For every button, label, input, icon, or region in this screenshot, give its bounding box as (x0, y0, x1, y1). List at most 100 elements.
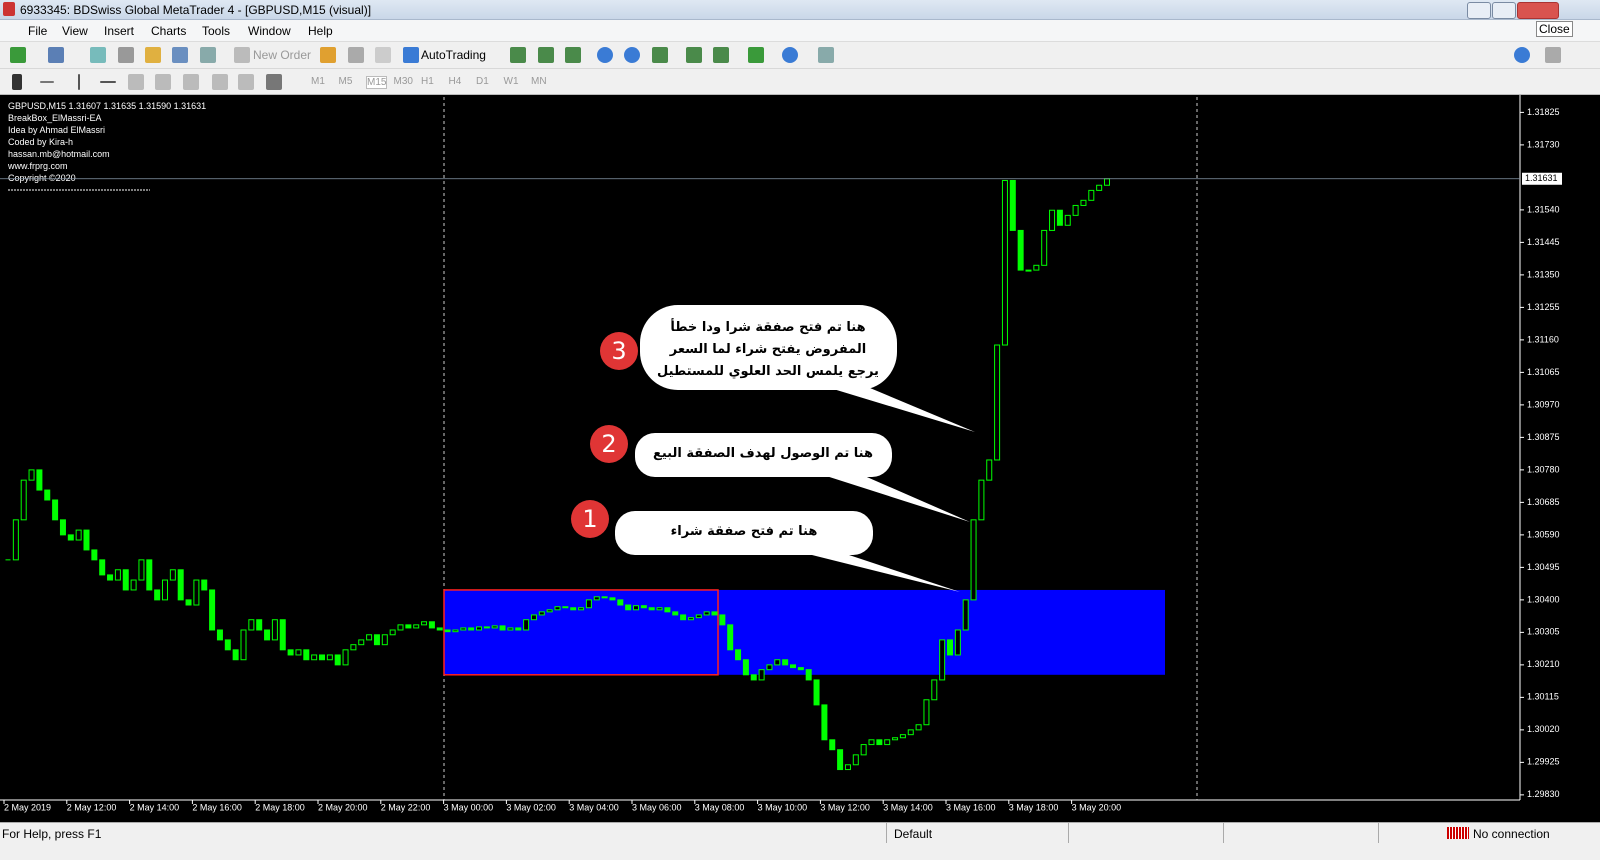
timeframe-button[interactable]: W1 (503, 76, 519, 87)
menu-item[interactable]: Window (248, 24, 291, 38)
label-icon[interactable] (238, 74, 254, 90)
status-bar: For Help, press F1 Default No connection (0, 822, 1600, 860)
candle-body (476, 626, 482, 631)
cursor-icon[interactable] (12, 74, 22, 90)
search-icon[interactable] (1514, 47, 1530, 63)
menu-item[interactable]: Charts (151, 24, 187, 38)
hline-icon[interactable] (100, 81, 116, 83)
y-tick-label: 1.30400 (1527, 594, 1560, 604)
candle-body (774, 659, 781, 666)
bar-chart-icon[interactable] (510, 47, 526, 63)
timeframe-button[interactable]: M15 (366, 76, 388, 89)
timeframe-button[interactable]: M1 (311, 76, 325, 87)
x-tick-label: 3 May 06:00 (632, 802, 682, 812)
candle-body (664, 607, 671, 613)
new-order-icon[interactable] (234, 47, 250, 63)
trendline-icon[interactable] (128, 74, 144, 90)
channel-icon[interactable] (155, 74, 171, 90)
new-chart-icon[interactable] (10, 47, 26, 63)
indicators-icon[interactable] (748, 47, 764, 63)
callout-text: هنا تم فتح صفقة شراء (671, 524, 818, 539)
navigator-icon[interactable] (118, 47, 134, 63)
candles-icon[interactable] (538, 47, 554, 63)
candle-body (1096, 184, 1103, 191)
candle-body (185, 599, 192, 606)
profiles-icon[interactable] (48, 47, 64, 63)
timeframe-button[interactable]: M30 (393, 76, 413, 87)
candle-body (648, 607, 655, 611)
candle-body (287, 649, 294, 656)
x-tick-label: 3 May 04:00 (569, 802, 619, 812)
terminal-icon[interactable] (172, 47, 188, 63)
candle-body (1104, 178, 1110, 186)
crosshair-icon[interactable] (40, 81, 54, 83)
templates-icon[interactable] (818, 47, 834, 63)
candle-body (680, 614, 687, 621)
timeframe-button[interactable]: M5 (338, 76, 353, 87)
candle-body (578, 607, 585, 611)
menu-item[interactable]: Insert (104, 24, 135, 38)
zoom-out-icon[interactable] (624, 47, 640, 63)
candle-body (193, 579, 200, 606)
timeframe-button[interactable]: MN (531, 76, 547, 87)
candle-body (554, 606, 561, 611)
candle-body (436, 627, 443, 631)
candle-body (1001, 179, 1008, 346)
timeframe-button[interactable]: D1 (476, 76, 489, 87)
candle-body (224, 639, 231, 651)
candle-body (797, 667, 804, 671)
metaeditor-icon[interactable] (320, 47, 336, 63)
market-watch-icon[interactable] (90, 47, 106, 63)
timeframe-button[interactable]: H1 (421, 76, 434, 87)
periods-icon[interactable] (782, 47, 798, 63)
candle-body (52, 499, 59, 521)
close-button[interactable]: Close (1536, 21, 1573, 37)
candle-body (114, 569, 121, 581)
y-tick-label: 1.31255 (1527, 302, 1560, 312)
menu-item[interactable]: Help (308, 24, 333, 38)
candle-body (601, 596, 608, 599)
vline-icon[interactable] (78, 74, 80, 90)
candle-body (209, 589, 216, 631)
fibo-icon[interactable] (183, 74, 199, 90)
close-window-button[interactable] (1517, 2, 1559, 19)
tester-icon[interactable] (200, 47, 216, 63)
chart-shift-icon[interactable] (713, 47, 729, 63)
autotrading-icon[interactable] (403, 47, 419, 63)
candle-body (303, 649, 310, 661)
status-connection: No connection (1473, 827, 1550, 841)
menu-item[interactable]: File (28, 24, 48, 38)
status-help: For Help, press F1 (2, 827, 102, 841)
x-tick-label: 2 May 16:00 (192, 802, 242, 812)
candle-body (947, 639, 953, 656)
candle-body (1049, 209, 1056, 231)
badge-number: 3 (611, 337, 626, 365)
callout-text: يرجع يلمس الحد العلوي للمستطيل (657, 364, 879, 379)
text-icon[interactable] (212, 74, 228, 90)
tile-icon[interactable] (652, 47, 668, 63)
new-order-button[interactable]: New Order (253, 48, 312, 62)
candle-body (523, 619, 530, 631)
signals-icon[interactable] (348, 47, 364, 63)
arrows-icon[interactable] (266, 74, 282, 90)
candle-body (381, 634, 388, 646)
autoscroll-icon[interactable] (686, 47, 702, 63)
autotrading-button[interactable]: AutoTrading (421, 48, 486, 62)
restore-button[interactable] (1492, 2, 1516, 19)
badge (590, 425, 628, 463)
y-tick-label: 1.31730 (1527, 139, 1560, 149)
timeframe-button[interactable]: H4 (448, 76, 462, 87)
chat-icon[interactable] (1545, 47, 1561, 63)
candle-body (240, 629, 247, 661)
zoom-in-icon[interactable] (597, 47, 613, 63)
line-chart-icon[interactable] (565, 47, 581, 63)
candle-body (813, 679, 820, 706)
menu-item[interactable]: Tools (202, 24, 231, 38)
candle-body (515, 627, 522, 631)
data-window-icon[interactable] (145, 47, 161, 63)
minimize-button[interactable] (1467, 2, 1491, 19)
candle-body (978, 479, 985, 521)
menu-item[interactable]: View (62, 24, 88, 38)
market-icon[interactable] (375, 47, 391, 63)
candle-body (640, 605, 647, 609)
